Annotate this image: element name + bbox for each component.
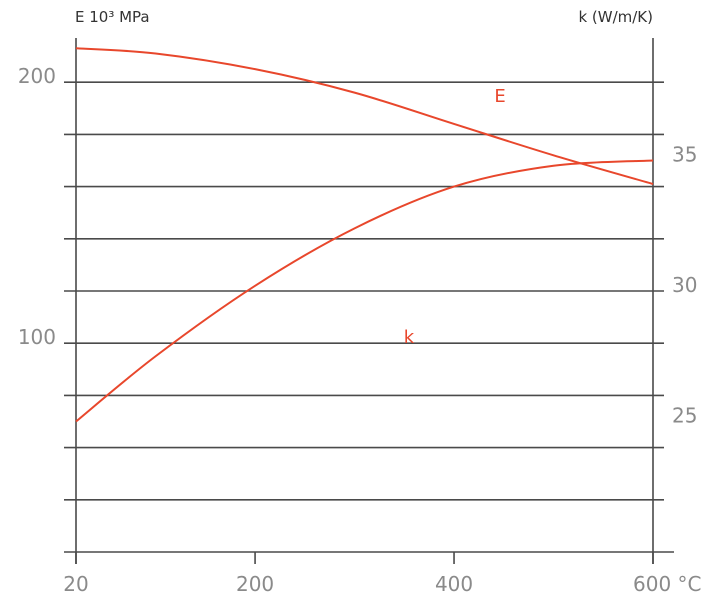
series-line-e — [75, 47, 654, 185]
left-axis-title: E 10³ MPa — [75, 8, 150, 26]
series-label-e: E — [494, 86, 505, 107]
tick-labels: 20 200 400 600 °C 100 200 25 30 35 Ek — [18, 64, 702, 596]
axes — [64, 38, 674, 564]
right-tick-label: 30 — [672, 273, 697, 297]
x-tick-label: 200 — [236, 572, 274, 596]
series-line-k — [75, 159, 654, 423]
series-group — [75, 47, 654, 423]
left-tick-label: 200 — [18, 64, 56, 88]
right-axis-title: k (W/m/K) — [578, 8, 653, 26]
right-tick-label: 25 — [672, 404, 697, 428]
gridlines — [64, 81, 664, 501]
right-tick-label: 35 — [672, 143, 697, 167]
series-label-k: k — [404, 327, 415, 348]
x-tick-label: 20 — [63, 572, 88, 596]
x-tick-label: 600 °C — [633, 572, 702, 596]
left-tick-label: 100 — [18, 325, 56, 349]
x-tick-label: 400 — [435, 572, 473, 596]
